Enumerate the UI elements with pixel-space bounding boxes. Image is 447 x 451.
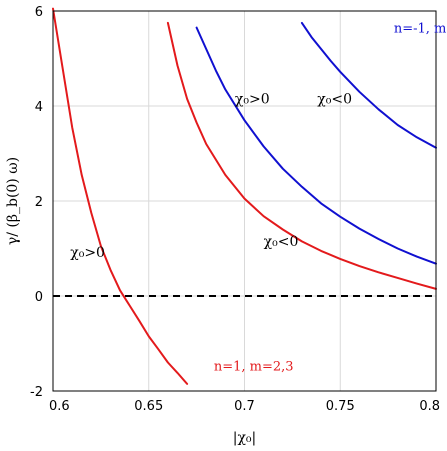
annotation-3: χ₀<0 bbox=[317, 92, 352, 108]
y-axis-label: γ/ (β_b(0) ω) bbox=[5, 157, 21, 245]
y-tick-label: 2 bbox=[35, 195, 43, 210]
annotation-5: χ₀<0 bbox=[264, 234, 299, 250]
series-line-1 bbox=[52, 7, 189, 385]
x-tick-label: 0.8 bbox=[419, 399, 440, 414]
x-tick-label: 0.7 bbox=[234, 399, 255, 414]
x-tick-label: 0.6 bbox=[49, 399, 70, 414]
annotation-2: χ₀>0 bbox=[235, 92, 270, 108]
annotation-4: χ₀>0 bbox=[70, 245, 105, 261]
annotation-6: n=1, m=2,3 bbox=[214, 360, 294, 375]
annotation-1: n=-1, m=-2,-3 bbox=[394, 21, 447, 36]
y-tick-label: 4 bbox=[35, 100, 43, 115]
series-lines bbox=[52, 7, 437, 385]
y-tick-label: 0 bbox=[35, 290, 43, 305]
y-tick-label: -2 bbox=[30, 385, 43, 400]
y-tick-label: 6 bbox=[35, 5, 43, 20]
annotations: n=-1, m=-2,-3 χ₀>0 χ₀<0 χ₀>0 χ₀<0 n=1, m=2,3 bbox=[70, 21, 447, 374]
x-tick-label: 0.75 bbox=[326, 399, 355, 414]
series-line-4 bbox=[300, 21, 437, 149]
plot-frame bbox=[52, 10, 437, 392]
series-line-3 bbox=[195, 26, 437, 265]
x-tick-label: 0.65 bbox=[134, 399, 163, 414]
x-axis-label: |χ₀| bbox=[233, 430, 257, 446]
series-line-2 bbox=[166, 21, 437, 290]
tick-labels: 0.6 0.65 0.7 0.75 0.8 -2 0 2 4 6 bbox=[30, 5, 440, 414]
gridlines bbox=[52, 10, 437, 392]
